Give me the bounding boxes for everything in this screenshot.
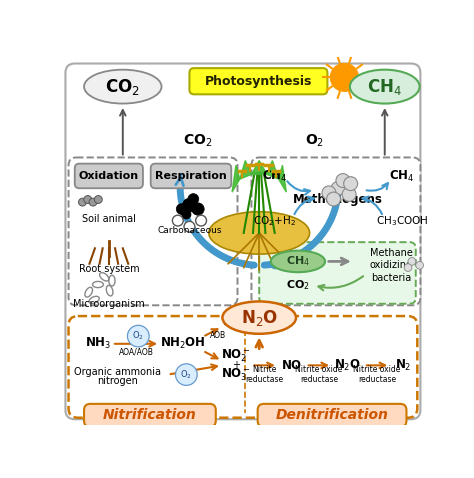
- Circle shape: [192, 203, 204, 215]
- Circle shape: [94, 196, 102, 204]
- Text: CH$_4$: CH$_4$: [367, 76, 402, 97]
- Text: O$_2$: O$_2$: [181, 369, 192, 381]
- Text: Denitrification: Denitrification: [275, 408, 389, 423]
- Text: Methanogens: Methanogens: [293, 193, 383, 206]
- Ellipse shape: [350, 70, 419, 104]
- Text: Nitrite oxide
reductase: Nitrite oxide reductase: [295, 365, 343, 384]
- Circle shape: [408, 258, 416, 265]
- Text: Microorganism: Microorganism: [73, 299, 145, 309]
- Circle shape: [331, 181, 345, 195]
- Text: N$_2$O: N$_2$O: [334, 358, 361, 373]
- Text: nitrogen: nitrogen: [97, 376, 138, 386]
- FancyBboxPatch shape: [65, 64, 420, 419]
- Text: CH$_4$: CH$_4$: [262, 169, 287, 184]
- Polygon shape: [267, 161, 279, 179]
- Ellipse shape: [222, 302, 296, 334]
- Text: Soil animal: Soil animal: [82, 214, 136, 224]
- Ellipse shape: [271, 250, 325, 272]
- Circle shape: [196, 215, 207, 226]
- Circle shape: [188, 194, 199, 205]
- Circle shape: [128, 326, 149, 347]
- Text: +: +: [232, 360, 240, 370]
- Circle shape: [344, 177, 357, 191]
- Circle shape: [330, 64, 358, 91]
- Text: CH$_3$COOH: CH$_3$COOH: [375, 215, 428, 228]
- Text: O$_2$: O$_2$: [132, 330, 144, 342]
- Circle shape: [84, 196, 92, 204]
- Text: Root system: Root system: [79, 264, 139, 274]
- Circle shape: [182, 198, 196, 212]
- Text: Nitrification: Nitrification: [103, 408, 197, 423]
- Text: CH$_4$: CH$_4$: [389, 169, 414, 184]
- Circle shape: [342, 187, 356, 201]
- Text: NO$_2^-$: NO$_2^-$: [221, 348, 251, 364]
- Text: CO$_2$: CO$_2$: [182, 132, 212, 149]
- Text: CO$_2$: CO$_2$: [286, 278, 310, 292]
- FancyBboxPatch shape: [84, 404, 216, 427]
- FancyBboxPatch shape: [69, 157, 237, 305]
- Text: Nitrite oxide
reductase: Nitrite oxide reductase: [353, 365, 401, 384]
- Text: O$_2$: O$_2$: [305, 132, 325, 149]
- FancyBboxPatch shape: [190, 68, 328, 94]
- Text: Photosynthesis: Photosynthesis: [205, 75, 312, 88]
- Circle shape: [176, 204, 187, 215]
- Text: Nitrite
reductase: Nitrite reductase: [246, 365, 283, 384]
- Text: Respiration: Respiration: [155, 171, 227, 181]
- Text: CH$_4$: CH$_4$: [286, 254, 310, 268]
- Polygon shape: [240, 161, 251, 179]
- Ellipse shape: [84, 70, 162, 104]
- Text: N$_2$O: N$_2$O: [240, 308, 278, 327]
- FancyBboxPatch shape: [258, 404, 406, 427]
- Polygon shape: [279, 165, 286, 192]
- Circle shape: [175, 364, 197, 385]
- FancyBboxPatch shape: [151, 163, 231, 188]
- Circle shape: [404, 264, 412, 272]
- Text: N$_2$: N$_2$: [395, 358, 411, 373]
- Circle shape: [89, 198, 97, 206]
- Text: AOA/AOB: AOA/AOB: [118, 347, 154, 356]
- Text: NO$_3^-$: NO$_3^-$: [221, 366, 251, 383]
- Text: NH$_3$: NH$_3$: [85, 336, 111, 351]
- Text: AOB: AOB: [210, 331, 226, 340]
- Text: NH$_2$OH: NH$_2$OH: [160, 336, 206, 351]
- Circle shape: [184, 221, 195, 232]
- Polygon shape: [232, 165, 240, 192]
- Circle shape: [336, 174, 350, 187]
- Circle shape: [79, 198, 86, 206]
- FancyBboxPatch shape: [69, 316, 417, 418]
- FancyBboxPatch shape: [75, 163, 143, 188]
- Text: Carbonaceous: Carbonaceous: [157, 226, 222, 235]
- Text: CO$_2$: CO$_2$: [105, 76, 140, 97]
- Text: N$_2$O: N$_2$O: [222, 315, 247, 329]
- Circle shape: [322, 186, 336, 200]
- Circle shape: [327, 192, 341, 206]
- Circle shape: [173, 215, 183, 226]
- Text: Oxidation: Oxidation: [79, 171, 139, 181]
- Polygon shape: [251, 161, 267, 174]
- FancyBboxPatch shape: [259, 242, 416, 304]
- Text: Organic ammonia: Organic ammonia: [74, 367, 161, 377]
- Circle shape: [182, 210, 191, 219]
- Ellipse shape: [209, 212, 310, 254]
- Circle shape: [416, 261, 423, 269]
- Text: Methane
oxidizing
bacteria: Methane oxidizing bacteria: [369, 248, 412, 282]
- Text: NO: NO: [282, 359, 302, 372]
- Text: CO$_2$+H$_2$: CO$_2$+H$_2$: [253, 215, 296, 228]
- FancyBboxPatch shape: [251, 157, 420, 305]
